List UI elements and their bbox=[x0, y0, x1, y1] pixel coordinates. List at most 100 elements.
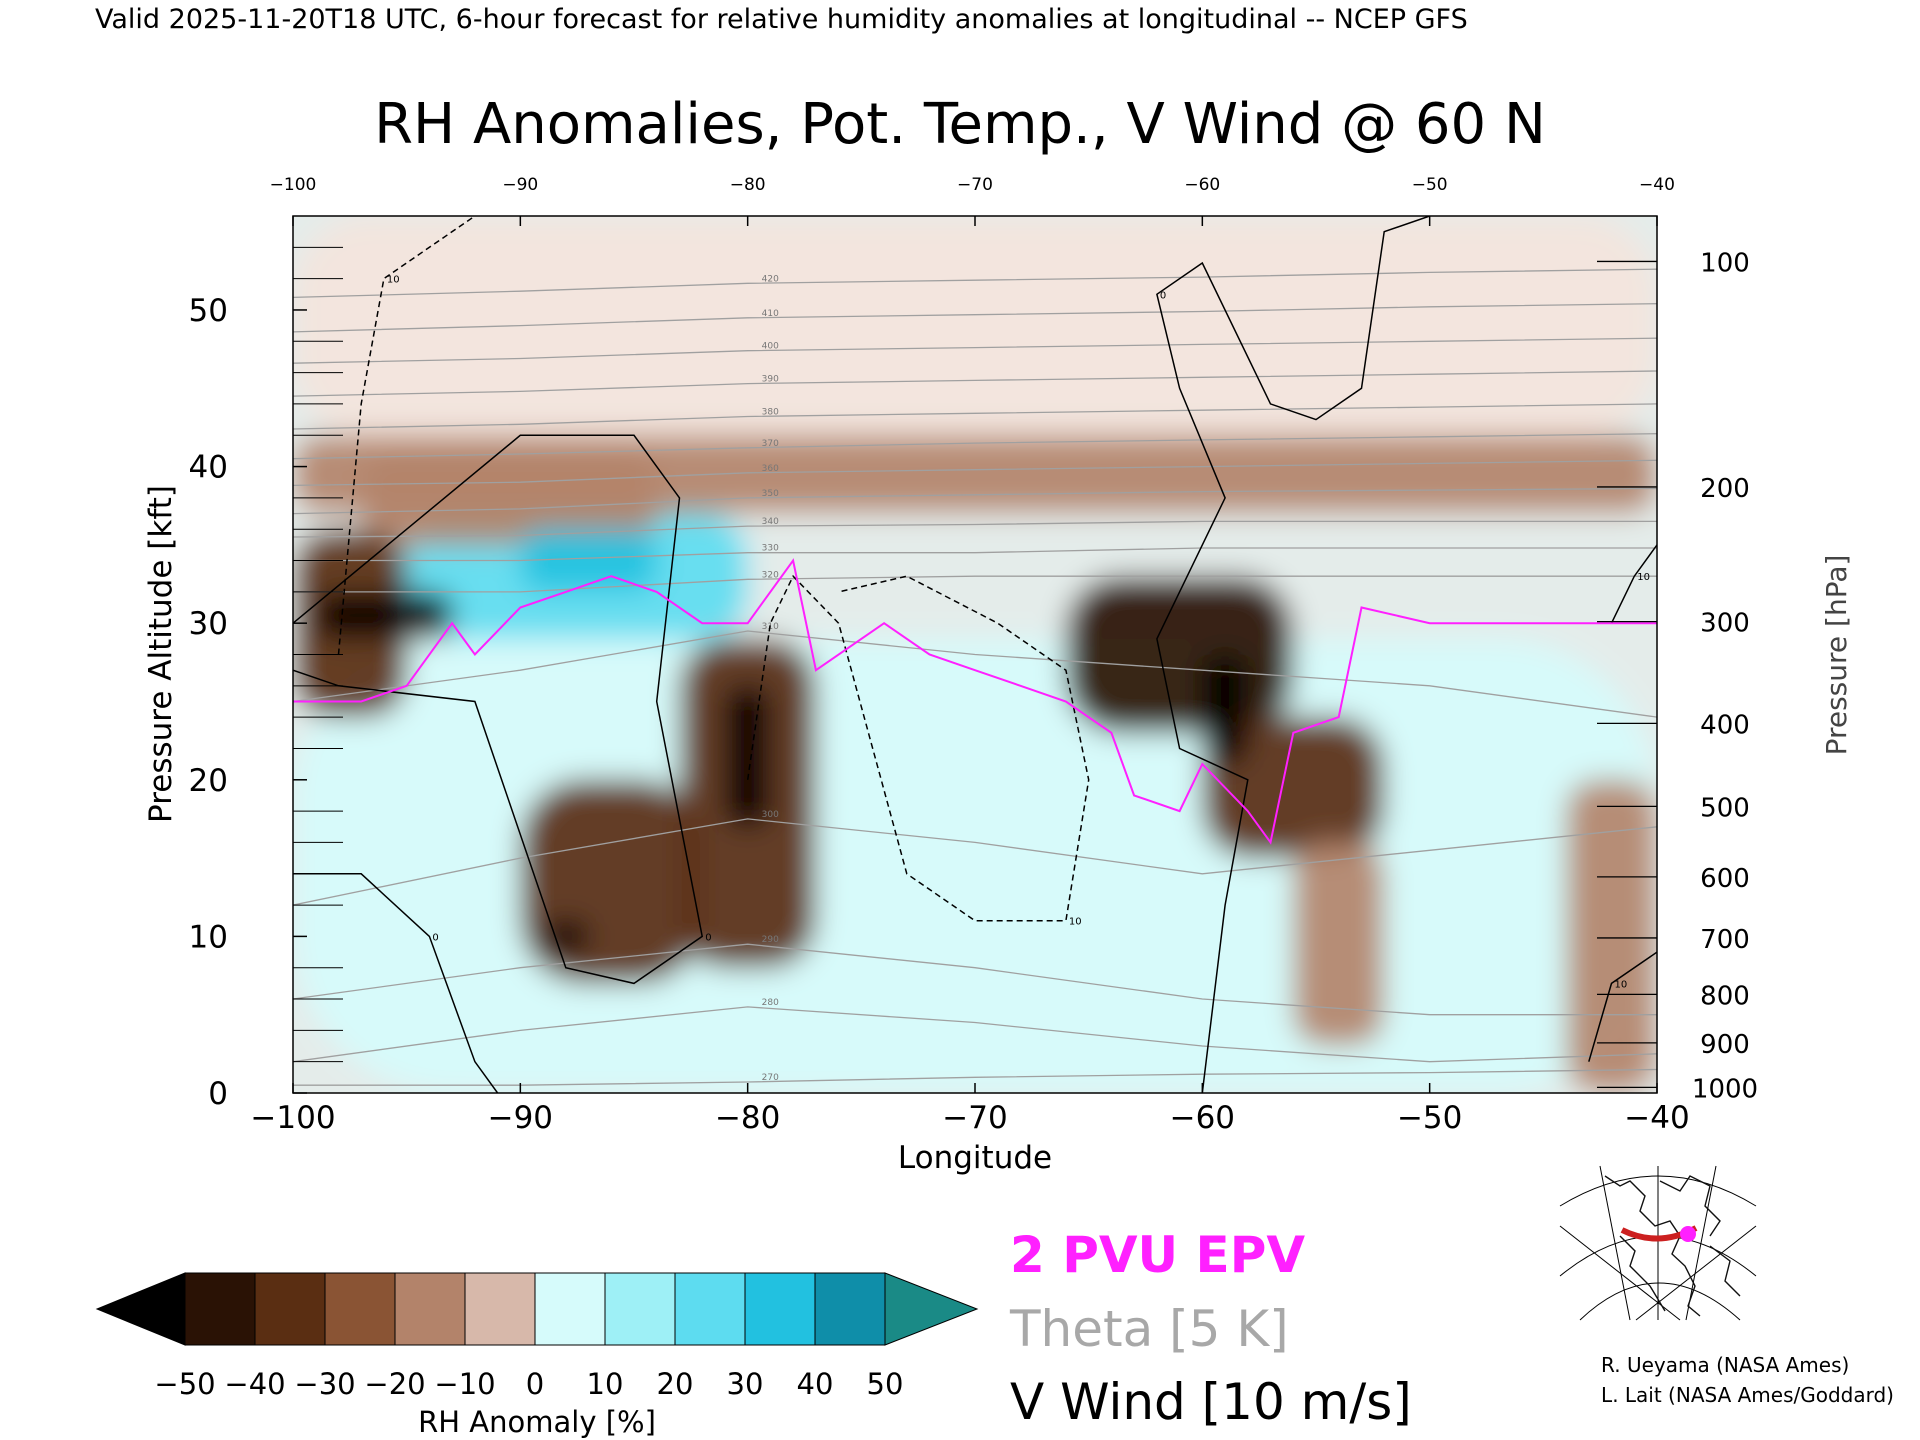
credit-line-2: L. Lait (NASA Ames/Goddard) bbox=[1601, 1383, 1894, 1407]
rh-anomaly-cell bbox=[520, 529, 657, 592]
pressure-tick-label: 400 bbox=[1700, 710, 1750, 740]
theta-contour bbox=[293, 520, 1657, 538]
colorbar-swatch bbox=[324, 1272, 396, 1346]
theta-contour-label: 300 bbox=[762, 810, 779, 820]
rh-anomaly-cell bbox=[361, 450, 657, 545]
v-wind-contour-label: 10 bbox=[1069, 917, 1082, 928]
theta-contour-label: 380 bbox=[762, 407, 779, 417]
rh-anomaly-cell bbox=[724, 685, 771, 827]
y-tick-label: 40 bbox=[189, 450, 228, 486]
v-wind-contour bbox=[746, 574, 1090, 922]
rh-anomaly-cell bbox=[293, 638, 1657, 1093]
x-top-tick-label: −80 bbox=[730, 175, 766, 195]
pvu-2-line bbox=[293, 558, 1657, 845]
plot-frame bbox=[292, 215, 1658, 1094]
colorbar-swatch bbox=[184, 1272, 256, 1346]
theta-contour-label: 400 bbox=[762, 342, 779, 352]
colorbar-swatch bbox=[604, 1272, 676, 1346]
y-tick-label: 0 bbox=[208, 1076, 228, 1112]
x-tick-label: −90 bbox=[488, 1100, 553, 1136]
v-wind-contour-label: 0 bbox=[705, 932, 711, 943]
colorbar-swatch bbox=[464, 1272, 536, 1346]
theta-contour bbox=[293, 575, 1657, 593]
rh-anomaly-cell bbox=[1065, 576, 1294, 733]
theta-contour-label: 280 bbox=[762, 998, 779, 1008]
pvu-line-layer bbox=[293, 558, 1657, 845]
y-tick-label: 20 bbox=[189, 763, 228, 799]
theta-contour-label: 290 bbox=[762, 935, 779, 945]
legend-vwind: V Wind [10 m/s] bbox=[1010, 1373, 1412, 1431]
x-tick-label: −40 bbox=[1624, 1100, 1689, 1136]
theta-contour-label: 420 bbox=[762, 274, 779, 284]
colorbar-tick-label: −10 bbox=[434, 1367, 495, 1401]
y-axis-label: Pressure Altitude [kft] bbox=[143, 485, 179, 823]
theta-contour bbox=[293, 433, 1657, 460]
colorbar-swatch bbox=[394, 1272, 466, 1346]
pressure-tick-label: 300 bbox=[1700, 609, 1750, 639]
v-wind-contour bbox=[293, 434, 704, 985]
x-axis-label: Longitude bbox=[898, 1140, 1052, 1176]
legend-theta: Theta [5 K] bbox=[1010, 1300, 1289, 1358]
theta-contour-label: 330 bbox=[762, 544, 779, 554]
rh-anomaly-cell bbox=[1566, 779, 1657, 1093]
v-wind-contour-label: 0 bbox=[432, 932, 438, 943]
v-wind-contour bbox=[1610, 544, 1657, 624]
theta-contour-label: 360 bbox=[762, 464, 779, 474]
theta-contour bbox=[293, 487, 1657, 515]
x-tick-label: −100 bbox=[250, 1100, 335, 1136]
rh-anomaly-cell bbox=[1293, 842, 1385, 1047]
y2-axis-label: Pressure [hPa] bbox=[1820, 555, 1853, 756]
credits: R. Ueyama (NASA Ames) L. Lait (NASA Ames… bbox=[1601, 1350, 1894, 1410]
theta-contour-label: 320 bbox=[762, 570, 779, 580]
axis-labels: −100 −90 −80 −70 −60 −50 −40 −100 −90 −80 −70 −60 −5… bbox=[189, 175, 1759, 1136]
x-tick-label: −60 bbox=[1170, 1100, 1235, 1136]
v-wind-contour-label: 10 bbox=[387, 275, 400, 286]
valid-time-caption: Valid 2025-11-20T18 UTC, 6-hour forecast… bbox=[95, 4, 1468, 35]
rh-anomaly-cell bbox=[520, 779, 703, 984]
theta-contour-label: 350 bbox=[762, 489, 779, 499]
credit-line-1: R. Ueyama (NASA Ames) bbox=[1601, 1353, 1850, 1377]
colorbar-swatch bbox=[254, 1272, 326, 1346]
colorbar-tick-label: −40 bbox=[224, 1367, 285, 1401]
theta-contour bbox=[293, 459, 1657, 487]
chart-title: RH Anomalies, Pot. Temp., V Wind @ 60 N bbox=[374, 92, 1546, 157]
theta-contour bbox=[293, 303, 1657, 333]
rh-anomaly-cell bbox=[543, 920, 589, 953]
theta-contour-label: 270 bbox=[762, 1073, 779, 1083]
pressure-tick-label: 800 bbox=[1700, 981, 1750, 1011]
x-top-tick-label: −60 bbox=[1184, 175, 1220, 195]
colorbar-label: RH Anomaly [%] bbox=[418, 1405, 656, 1439]
theta-contour-label: 340 bbox=[762, 517, 779, 527]
colorbar-swatch bbox=[814, 1272, 886, 1346]
v-wind-contour-label: 10 bbox=[1637, 572, 1650, 583]
colorbar-swatch bbox=[744, 1272, 816, 1346]
x-top-tick-label: −70 bbox=[957, 175, 993, 195]
location-map bbox=[1559, 1165, 1757, 1321]
colorbar-tick-label: 30 bbox=[727, 1367, 764, 1401]
theta-contour-label: 410 bbox=[762, 309, 779, 319]
v-wind-contour bbox=[337, 216, 476, 655]
location-marker-icon bbox=[1680, 1226, 1696, 1242]
x-tick-label: −70 bbox=[942, 1100, 1007, 1136]
colorbar-tick-label: −50 bbox=[154, 1367, 215, 1401]
rh-anomaly-cell bbox=[1202, 717, 1385, 859]
colorbar-tick-label: 40 bbox=[797, 1367, 834, 1401]
colorbar-swatch bbox=[674, 1272, 746, 1346]
rh-anomaly-cell bbox=[293, 216, 1657, 436]
pressure-tick-label: 700 bbox=[1700, 925, 1750, 955]
v-wind-contours: 10 0 0 10 0 10 10 bbox=[293, 216, 1657, 1093]
colorbar-tick-label: 20 bbox=[657, 1367, 694, 1401]
colorbar-tick-label: 50 bbox=[867, 1367, 904, 1401]
x-top-tick-label: −100 bbox=[270, 175, 317, 195]
theta-contour-label: 370 bbox=[762, 439, 779, 449]
x-top-tick-label: −40 bbox=[1639, 175, 1675, 195]
colorbar-over-arrow bbox=[884, 1272, 979, 1346]
rh-anomaly-field bbox=[293, 216, 1657, 1093]
colorbar-under-arrow bbox=[95, 1272, 186, 1346]
colorbar-tick-label: −30 bbox=[294, 1367, 355, 1401]
theta-contour bbox=[293, 943, 1657, 1016]
pressure-tick-label: 600 bbox=[1700, 864, 1750, 894]
theta-contour bbox=[293, 403, 1657, 430]
y-tick-label: 10 bbox=[189, 919, 228, 955]
theta-contour bbox=[293, 547, 1657, 562]
